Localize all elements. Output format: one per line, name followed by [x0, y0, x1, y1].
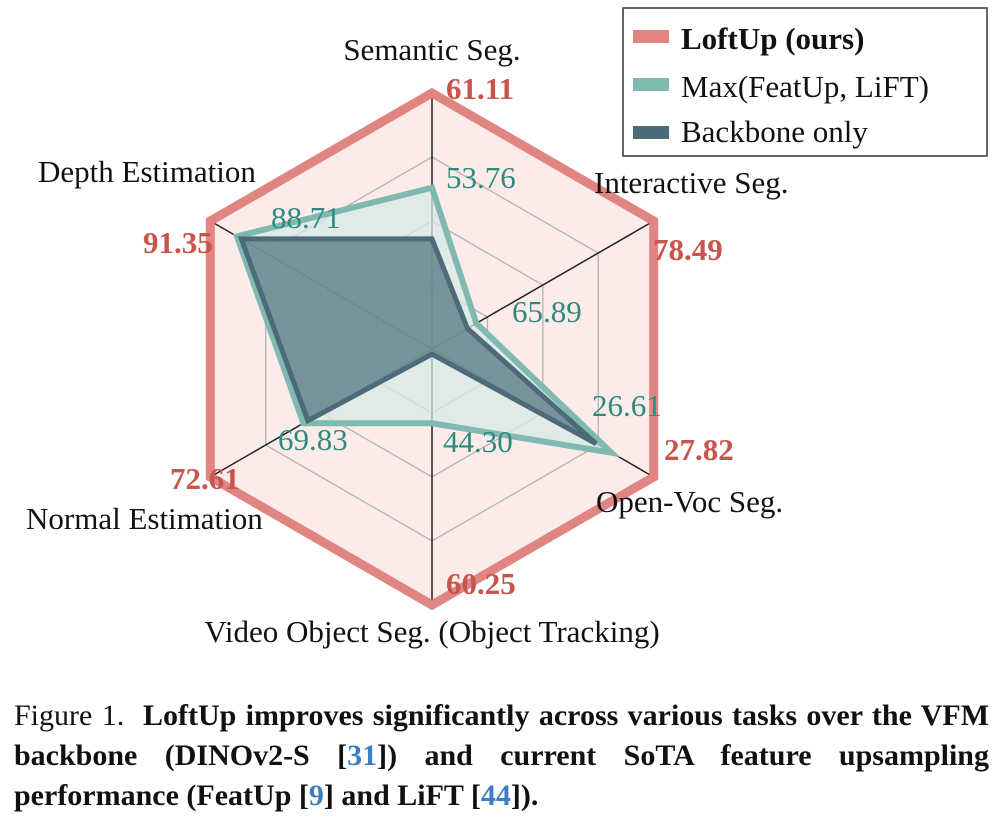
loftup-value-interactive-seg: 78.49	[653, 232, 723, 267]
legend-swatch-loftup	[633, 30, 669, 43]
loftup-value-depth-estimation: 91.35	[143, 225, 213, 260]
radar-series	[205, 87, 659, 611]
legend-box	[622, 7, 988, 157]
max-value-depth-estimation: 88.71	[271, 200, 341, 235]
citation-link-31[interactable]: 31	[347, 739, 378, 772]
legend-swatch-max-featup-lift	[633, 78, 669, 91]
max-value-normal-estimation: 69.83	[278, 422, 348, 457]
loftup-value-normal-estimation: 72.61	[170, 461, 240, 496]
axis-label-semantic-seg: Semantic Seg.	[343, 32, 520, 67]
radar-chart: Semantic Seg. Interactive Seg. Open-Voc …	[26, 7, 988, 649]
axis-label-interactive-seg: Interactive Seg.	[594, 165, 789, 200]
caption-text: LoftUp improves significantly across var…	[14, 699, 990, 812]
legend-label-backbone: Backbone only	[681, 114, 868, 149]
loftup-value-video-object-seg: 60.25	[446, 566, 516, 601]
axis-label-video-object-seg: Video Object Seg. (Object Tracking)	[204, 614, 659, 649]
max-value-interactive-seg: 65.89	[512, 294, 582, 329]
citation-link-9[interactable]: 9	[308, 779, 324, 812]
caption-label: Figure 1.	[14, 699, 125, 732]
figure-caption: Figure 1. LoftUp improves significantly …	[14, 696, 989, 816]
loftup-value-semantic-seg: 61.11	[446, 71, 514, 106]
series-polygon-backbone	[237, 236, 598, 446]
axis-label-normal-estimation: Normal Estimation	[26, 501, 263, 536]
legend-swatch-backbone	[633, 126, 669, 139]
citation-link-44[interactable]: 44	[480, 779, 511, 812]
max-value-video-object-seg: 44.30	[443, 424, 513, 459]
series-polygon-loftup	[205, 87, 659, 611]
axis-label-open-voc-seg: Open-Voc Seg.	[596, 484, 783, 519]
legend: LoftUp (ours) Max(FeatUp, LiFT) Backbone…	[622, 7, 988, 157]
max-value-open-voc-seg: 26.61	[592, 388, 662, 423]
legend-label-loftup: LoftUp (ours)	[681, 21, 864, 56]
loftup-value-open-voc-seg: 27.82	[664, 432, 734, 467]
legend-label-max-featup-lift: Max(FeatUp, LiFT)	[681, 69, 929, 104]
axis-label-depth-estimation: Depth Estimation	[38, 154, 256, 189]
max-value-semantic-seg: 53.76	[446, 160, 516, 195]
